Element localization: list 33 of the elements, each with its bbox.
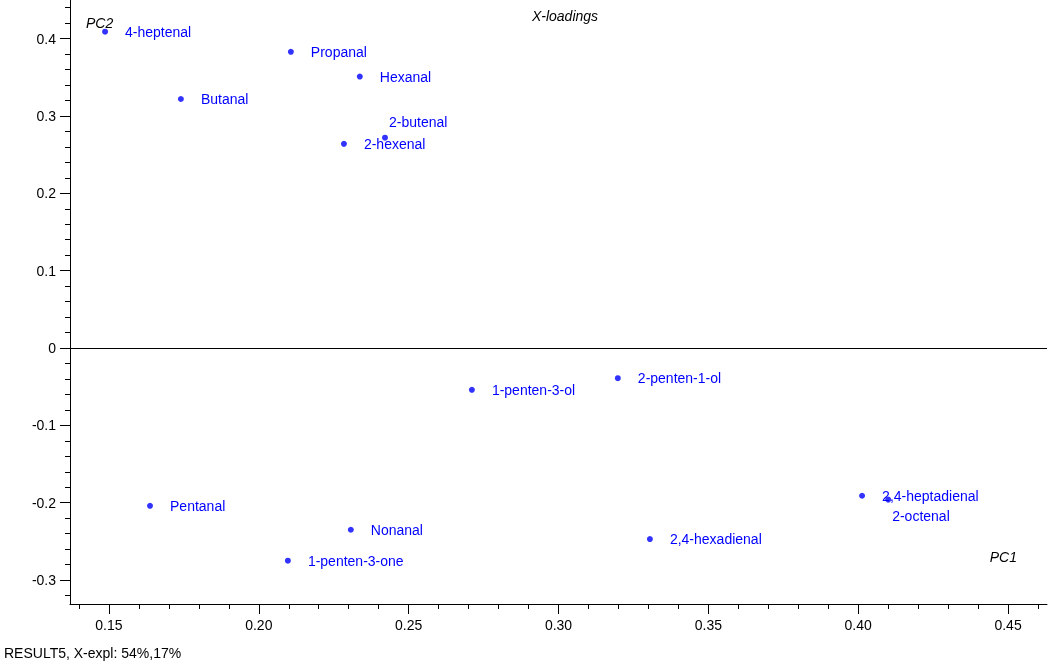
annotation: 1-penten-3-ol — [491, 381, 576, 398]
x-axis-title: PC1 — [989, 549, 1017, 565]
x-tick-label: 0.15 — [95, 617, 123, 633]
y-tick-label: 0.2 — [36, 185, 57, 202]
annotation: Propanal — [310, 43, 367, 60]
annotation: 2-penten-1-ol — [637, 370, 722, 387]
annotation: Butanal — [200, 90, 249, 107]
x-tick-label: 0.40 — [844, 617, 873, 633]
text: X-loadings — [530, 8, 599, 24]
annotation: Nonanal — [370, 521, 423, 538]
annotation: 2,4-heptadienal — [882, 487, 979, 504]
y-tick-label: 0.4 — [36, 30, 57, 47]
x-tick-label: 0.35 — [694, 617, 723, 633]
y-tick-label: -0.3 — [31, 572, 57, 589]
annotation: Hexanal — [379, 68, 432, 85]
y-tick-label: -0.2 — [31, 494, 57, 511]
annotation: 2-octenal — [892, 507, 950, 524]
x-tick-label: 0.25 — [395, 617, 423, 633]
x-tick-label: 0.20 — [245, 617, 273, 633]
annotation: 2-hexenal — [363, 135, 426, 152]
x-tick-label: 0.45 — [994, 617, 1022, 633]
text: RESULT5, X-expl: 54%,17% — [4, 645, 182, 661]
annotation: 2,4-hexadienal — [669, 531, 762, 548]
y-tick-label: 0.1 — [36, 262, 57, 279]
annotation: 2-butenal — [388, 113, 448, 130]
y-tick-label: 0.3 — [36, 108, 57, 125]
x-tick-label: 0.30 — [544, 617, 573, 633]
y-axis-title: PC2 — [86, 15, 114, 31]
annotation: 4-heptenal — [125, 23, 192, 40]
annotation: 1-penten-3-one — [307, 552, 404, 569]
annotation: Pentanal — [170, 497, 226, 514]
y-tick-label: -0.1 — [31, 417, 57, 434]
y-tick-label: 0 — [48, 340, 57, 357]
